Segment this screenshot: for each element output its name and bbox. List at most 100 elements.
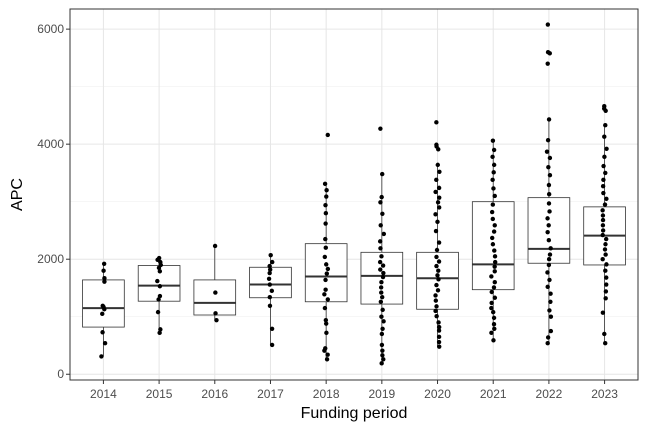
data-point — [604, 282, 609, 287]
data-point — [437, 169, 442, 174]
data-point — [325, 266, 331, 272]
data-point — [548, 328, 554, 334]
data-point — [156, 255, 162, 261]
box-2014 — [82, 279, 125, 328]
data-point — [436, 185, 442, 191]
data-point — [378, 126, 383, 131]
data-point — [380, 353, 385, 358]
data-point — [492, 269, 497, 274]
y-axis: 0 2000 4000 6000 — [37, 22, 70, 381]
data-point — [546, 117, 552, 122]
data-point — [434, 304, 439, 309]
data-point — [491, 322, 497, 327]
data-point — [436, 277, 441, 282]
data-point — [602, 331, 607, 337]
data-point — [491, 186, 496, 191]
data-point — [548, 246, 553, 251]
plot-panel-background — [70, 9, 638, 380]
data-point — [380, 326, 385, 332]
data-point — [600, 213, 606, 218]
data-point — [433, 189, 438, 195]
data-point — [545, 340, 550, 346]
data-point — [379, 194, 384, 200]
data-point — [491, 162, 497, 168]
data-point — [380, 307, 385, 313]
data-point — [491, 170, 496, 175]
data-point — [378, 223, 383, 228]
data-point — [545, 49, 551, 55]
data-point — [492, 223, 497, 228]
data-point — [545, 216, 550, 221]
data-point — [489, 289, 494, 295]
data-point — [490, 154, 495, 160]
data-point — [156, 297, 161, 302]
data-point — [604, 196, 609, 202]
data-point — [323, 317, 329, 323]
data-point — [434, 120, 439, 125]
data-point — [489, 330, 494, 336]
data-point — [548, 314, 554, 319]
box-2016 — [193, 279, 237, 316]
data-point — [490, 216, 496, 222]
data-point — [603, 252, 608, 257]
data-point — [99, 354, 104, 359]
data-point — [547, 277, 552, 283]
data-point — [492, 295, 498, 300]
data-point — [268, 252, 273, 258]
data-point — [545, 22, 551, 27]
data-point — [545, 61, 550, 66]
data-point — [267, 263, 272, 269]
data-point — [323, 221, 328, 226]
data-point — [490, 202, 496, 207]
x-tick-label: 2022 — [536, 387, 563, 401]
data-point — [325, 297, 330, 302]
data-point — [547, 209, 552, 214]
data-point — [102, 279, 107, 284]
data-point — [601, 190, 606, 196]
data-point — [267, 294, 273, 300]
data-point — [492, 193, 497, 199]
data-point — [492, 326, 497, 332]
data-point — [603, 289, 609, 294]
data-point — [437, 344, 442, 349]
data-point — [492, 259, 498, 265]
data-point — [213, 311, 218, 316]
data-point — [600, 208, 605, 213]
data-point — [435, 219, 440, 225]
data-point — [547, 308, 552, 313]
data-point — [379, 314, 384, 319]
data-point — [267, 270, 272, 276]
data-point — [214, 317, 219, 323]
data-point — [489, 300, 494, 306]
data-point — [490, 242, 496, 247]
data-point — [102, 275, 107, 281]
data-point — [323, 346, 328, 351]
data-point — [381, 357, 386, 362]
data-point — [266, 276, 272, 281]
data-point — [323, 321, 329, 326]
data-point — [601, 177, 606, 183]
data-point — [491, 285, 497, 290]
data-point — [435, 273, 440, 278]
data-point — [433, 308, 438, 314]
y-tick-label: 6000 — [37, 22, 64, 36]
data-point — [324, 271, 330, 276]
data-point — [546, 164, 551, 170]
data-point — [100, 330, 105, 335]
data-point — [323, 210, 329, 216]
data-point — [269, 288, 275, 294]
data-point — [378, 246, 383, 251]
data-point — [101, 268, 106, 273]
data-point — [546, 257, 552, 262]
data-point — [380, 263, 386, 268]
data-point — [378, 285, 384, 290]
data-point — [323, 202, 328, 208]
data-point — [157, 330, 162, 336]
data-point — [548, 291, 553, 296]
data-point — [491, 315, 497, 321]
data-point — [490, 177, 495, 183]
data-point — [435, 162, 440, 168]
data-point — [380, 274, 386, 280]
data-point — [600, 310, 606, 315]
data-point — [322, 181, 328, 187]
